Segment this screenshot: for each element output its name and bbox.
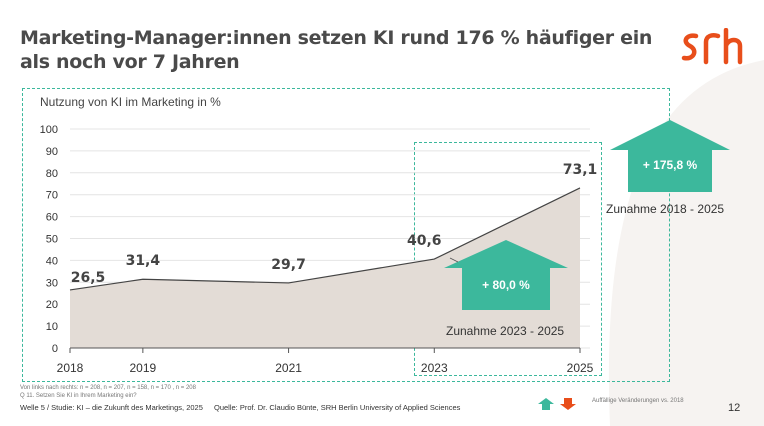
y-tick-label: 90 bbox=[46, 146, 58, 158]
x-tick-label: 2023 bbox=[421, 361, 448, 375]
y-tick-label: 30 bbox=[46, 277, 58, 289]
legend-up-arrow bbox=[538, 398, 554, 410]
y-tick-label: 40 bbox=[46, 255, 58, 267]
y-tick-label: 100 bbox=[40, 124, 58, 136]
data-labels: 26,5 31,4 29,7 40,6 73,1 bbox=[71, 162, 598, 286]
x-tick-label: 2019 bbox=[130, 361, 157, 375]
x-tick-label: 2025 bbox=[567, 361, 594, 375]
data-label: 73,1 bbox=[563, 162, 598, 178]
area-series bbox=[69, 187, 581, 349]
y-tick-label: 20 bbox=[46, 299, 58, 311]
y-tick-label: 70 bbox=[46, 190, 58, 202]
x-tick-label: 2018 bbox=[57, 361, 84, 375]
y-tick-label: 50 bbox=[46, 234, 58, 246]
footer-legend: Auffällige Veränderungen vs. 2018 bbox=[592, 398, 684, 404]
increase-arrow-2023-2025 bbox=[444, 240, 568, 310]
increase-arrow-2018-2025 bbox=[610, 120, 730, 192]
increase-value-2023-2025: + 80,0 % bbox=[482, 278, 530, 292]
footer-study: Welle 5 / Studie: KI – die Zukunft des M… bbox=[20, 403, 203, 412]
y-tick-label: 10 bbox=[46, 321, 58, 333]
page-title: Marketing-Manager:innen setzen KI rund 1… bbox=[20, 27, 653, 73]
highlight-frame-2023-2025 bbox=[414, 142, 602, 376]
data-label: 29,7 bbox=[271, 257, 306, 273]
sample-note: Von links nach rechts: n = 208, n = 207,… bbox=[20, 384, 196, 400]
y-tick-label: 80 bbox=[46, 168, 58, 180]
y-tick-label: 0 bbox=[52, 343, 58, 355]
increase-label-2018-2025: Zunahme 2018 - 2025 bbox=[606, 202, 725, 216]
data-label: 26,5 bbox=[71, 270, 106, 286]
area-fill bbox=[70, 187, 580, 348]
label-leader-2023 bbox=[449, 257, 459, 263]
srh-logo: srh bbox=[681, 28, 743, 65]
page-number: 12 bbox=[728, 402, 741, 414]
data-label: 40,6 bbox=[407, 233, 442, 249]
sample-sizes: Von links nach rechts: n = 208, n = 207,… bbox=[20, 385, 196, 391]
footer-source: Quelle: Prof. Dr. Claudio Bünte, SRH Ber… bbox=[214, 403, 461, 412]
y-axis: 0 10 20 30 40 50 60 70 80 90 100 bbox=[40, 124, 58, 355]
series-line bbox=[69, 187, 581, 291]
x-tick-label: 2021 bbox=[275, 361, 302, 375]
x-axis: 2018 2019 2021 2023 2025 bbox=[57, 348, 594, 375]
y-tick-label: 60 bbox=[46, 212, 58, 224]
chart-frame bbox=[22, 88, 670, 382]
data-label: 31,4 bbox=[126, 253, 161, 269]
legend-down-arrow bbox=[560, 398, 576, 410]
question-text: Q 11. Setzen Sie KI in Ihrem Marketing e… bbox=[20, 393, 137, 399]
increase-label-2023-2025: Zunahme 2023 - 2025 bbox=[446, 324, 565, 338]
increase-value-2018-2025: + 175,8 % bbox=[642, 158, 698, 172]
chart-title: Nutzung von KI im Marketing in % bbox=[40, 95, 221, 109]
